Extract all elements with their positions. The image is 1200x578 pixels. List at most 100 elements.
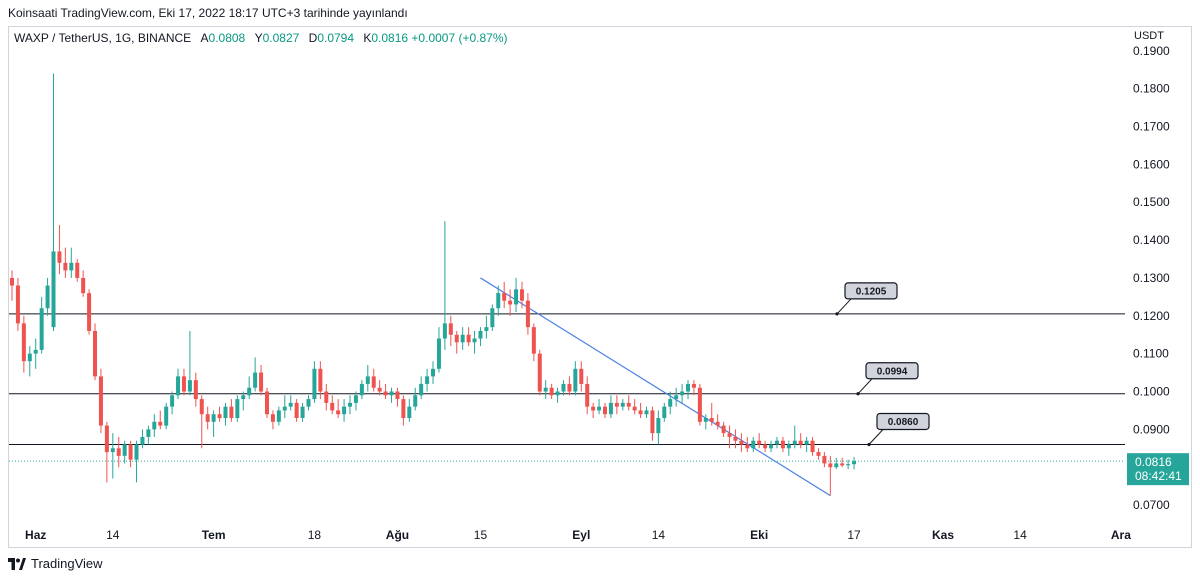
candle-body[interactable] [134, 444, 139, 460]
candle-body[interactable] [686, 383, 691, 392]
candle-body[interactable] [419, 383, 424, 396]
candle-body[interactable] [253, 372, 258, 388]
candle-body[interactable] [514, 289, 519, 305]
candle-body[interactable] [247, 387, 252, 396]
candle-body[interactable] [656, 418, 661, 434]
candle-body[interactable] [840, 463, 845, 466]
candle-body[interactable] [93, 330, 98, 377]
candle-body[interactable] [608, 402, 613, 415]
candle-body[interactable] [733, 436, 738, 441]
candle-body[interactable] [567, 383, 572, 392]
candle-body[interactable] [431, 368, 436, 377]
candle-body[interactable] [816, 452, 821, 456]
candle-body[interactable] [490, 308, 495, 328]
candle-body[interactable] [727, 433, 732, 437]
candle-body[interactable] [466, 334, 471, 343]
candle-body[interactable] [454, 334, 459, 343]
symbol-name[interactable]: WAXP / TetherUS, 1G, BINANCE [14, 31, 192, 45]
candle-body[interactable] [585, 383, 590, 407]
candle-body[interactable] [81, 277, 86, 294]
candle-body[interactable] [757, 440, 762, 445]
candle-body[interactable] [804, 440, 809, 445]
candle-body[interactable] [116, 448, 121, 456]
candle-body[interactable] [852, 461, 857, 465]
candle-body[interactable] [69, 262, 74, 271]
candle-body[interactable] [846, 464, 851, 466]
candle-body[interactable] [573, 368, 578, 392]
candle-body[interactable] [496, 293, 501, 309]
candle-body[interactable] [324, 391, 329, 403]
candle-body[interactable] [508, 300, 513, 305]
candle-body[interactable] [484, 327, 489, 331]
candle-body[interactable] [436, 338, 441, 369]
candle-body[interactable] [181, 376, 186, 392]
candle-body[interactable] [146, 429, 151, 437]
candle-body[interactable] [264, 391, 269, 415]
candle-body[interactable] [359, 383, 364, 396]
candle-body[interactable] [383, 391, 388, 396]
candle-body[interactable] [525, 300, 530, 328]
candle-body[interactable] [597, 406, 602, 411]
candle-body[interactable] [543, 387, 548, 392]
candle-body[interactable] [282, 406, 287, 411]
candle-body[interactable] [769, 444, 774, 449]
candle-body[interactable] [176, 376, 181, 396]
candle-body[interactable] [644, 410, 649, 415]
candle-body[interactable] [697, 387, 702, 422]
candle-body[interactable] [822, 455, 827, 464]
candle-body[interactable] [774, 440, 779, 445]
candle-body[interactable] [751, 440, 756, 449]
candle-body[interactable] [348, 402, 353, 407]
candle-body[interactable] [786, 444, 791, 449]
candle-body[interactable] [460, 334, 465, 343]
candle-body[interactable] [407, 406, 412, 419]
candle-body[interactable] [21, 323, 26, 362]
candle-body[interactable] [549, 387, 554, 396]
candle-body[interactable] [27, 353, 32, 362]
level-callout-box[interactable] [844, 282, 898, 300]
candle-body[interactable] [614, 402, 619, 407]
candle-body[interactable] [187, 380, 192, 392]
candle-body[interactable] [342, 406, 347, 415]
candle-body[interactable] [122, 444, 127, 456]
candle-body[interactable] [259, 372, 264, 392]
candle-body[interactable] [674, 395, 679, 400]
candle-body[interactable] [170, 395, 175, 407]
candle-body[interactable] [626, 402, 631, 407]
descending-trendline[interactable] [480, 277, 831, 497]
candle-body[interactable] [691, 383, 696, 388]
candle-body[interactable] [87, 293, 92, 331]
candle-body[interactable] [104, 425, 109, 453]
candle-body[interactable] [158, 421, 163, 426]
candle-body[interactable] [745, 444, 750, 449]
candle-body[interactable] [164, 406, 169, 426]
candle-body[interactable] [306, 399, 311, 407]
candle-body[interactable] [603, 406, 607, 415]
candle-body[interactable] [531, 327, 536, 354]
candle-body[interactable] [638, 410, 643, 415]
candle-body[interactable] [413, 395, 418, 407]
candle-body[interactable] [288, 402, 293, 407]
candle-body[interactable] [680, 391, 685, 396]
candle-body[interactable] [365, 376, 370, 384]
candle-body[interactable] [235, 399, 240, 419]
candle-body[interactable] [205, 414, 210, 422]
candle-body[interactable] [128, 444, 133, 460]
candle-body[interactable] [763, 444, 768, 449]
candle-body[interactable] [579, 368, 584, 384]
candle-body[interactable] [353, 395, 358, 403]
candle-body[interactable] [241, 395, 246, 400]
candle-body[interactable] [478, 330, 483, 339]
candle-body[interactable] [425, 376, 430, 384]
candle-body[interactable] [199, 399, 204, 415]
candle-body[interactable] [10, 277, 14, 286]
candle-body[interactable] [15, 285, 20, 324]
candle-body[interactable] [472, 338, 477, 343]
candle-body[interactable] [668, 399, 673, 407]
candle-body[interactable] [110, 448, 115, 453]
candle-body[interactable] [33, 349, 38, 354]
candle-body[interactable] [620, 402, 625, 407]
candle-body[interactable] [45, 285, 50, 309]
candle-body[interactable] [223, 406, 228, 419]
candle-body[interactable] [211, 414, 216, 422]
